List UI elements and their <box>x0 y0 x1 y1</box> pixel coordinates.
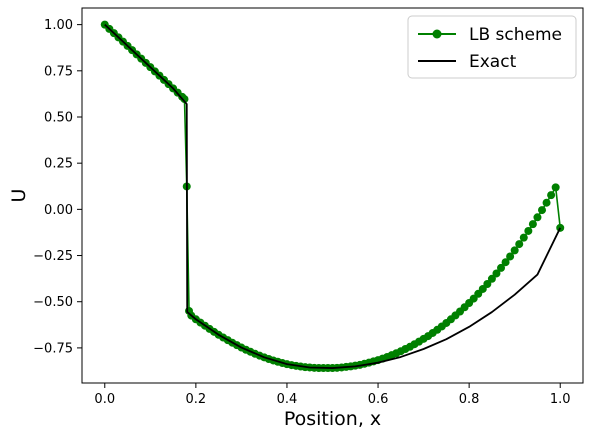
y-axis-title: U <box>8 189 30 203</box>
y-tick-label: −0.75 <box>33 341 73 356</box>
x-tick-label: 0.0 <box>94 392 115 407</box>
y-tick-label: 0.75 <box>44 64 73 79</box>
x-tick-label: 0.4 <box>277 392 298 407</box>
y-tick-label: 0.25 <box>44 157 73 172</box>
data-point <box>497 263 506 272</box>
data-point <box>483 279 492 288</box>
data-point <box>528 220 537 229</box>
data-point <box>538 206 547 215</box>
legend: LB scheme Exact <box>407 15 577 79</box>
x-tick-label: 0.6 <box>368 392 389 407</box>
data-point <box>515 240 524 249</box>
plot-frame <box>81 7 584 384</box>
x-tick-label: 0.8 <box>459 392 480 407</box>
legend-swatch-marker <box>432 29 442 39</box>
x-tick-label: 1.0 <box>550 392 571 407</box>
data-point <box>501 258 510 267</box>
data-point <box>551 183 560 192</box>
data-point <box>180 95 189 104</box>
data-point <box>519 233 528 242</box>
y-tick-label: 0.00 <box>44 203 73 218</box>
legend-label: LB scheme <box>469 25 562 45</box>
x-tick-label: 0.2 <box>186 392 207 407</box>
data-point <box>492 269 501 278</box>
data-point <box>524 226 533 235</box>
axes: 0.0 0.2 0.4 0.6 0.8 1.0 1.00 0.75 0.50 0.25 0.00 −0… <box>8 7 584 430</box>
y-tick-label: −0.25 <box>33 249 73 264</box>
x-axis-title: Position, x <box>284 408 381 430</box>
data-point <box>533 213 542 222</box>
data-point <box>506 252 515 261</box>
legend-box <box>407 15 577 79</box>
legend-label: Exact <box>469 52 517 72</box>
data-point <box>510 246 519 255</box>
data-point <box>547 191 556 200</box>
data-point <box>487 274 496 283</box>
y-tick-label: 1.00 <box>44 18 73 33</box>
series-line-1 <box>104 23 562 369</box>
y-tick-label: −0.50 <box>33 295 73 310</box>
plot-area <box>100 20 565 373</box>
y-tick-label: 0.50 <box>44 110 73 125</box>
data-point <box>542 198 551 207</box>
